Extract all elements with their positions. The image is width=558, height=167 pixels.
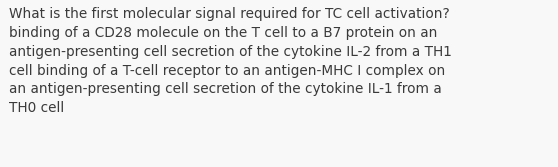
Text: What is the first molecular signal required for TC cell activation?
binding of a: What is the first molecular signal requi…: [9, 7, 452, 115]
